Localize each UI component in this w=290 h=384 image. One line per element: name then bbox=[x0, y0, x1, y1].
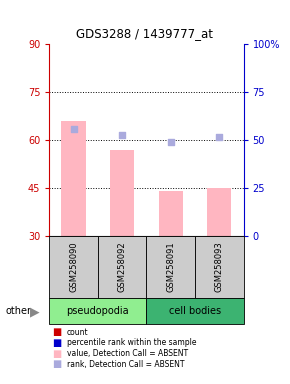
Bar bbox=[49, 236, 98, 298]
Bar bbox=[49, 298, 146, 324]
Text: GSM258092: GSM258092 bbox=[118, 242, 127, 292]
Text: other: other bbox=[6, 306, 32, 316]
Text: cell bodies: cell bodies bbox=[169, 306, 221, 316]
Bar bbox=[61, 121, 86, 236]
Text: ■: ■ bbox=[52, 349, 61, 359]
Text: GSM258093: GSM258093 bbox=[215, 242, 224, 292]
Text: percentile rank within the sample: percentile rank within the sample bbox=[67, 338, 196, 348]
Bar bbox=[110, 150, 134, 236]
Text: ■: ■ bbox=[52, 359, 61, 369]
Bar bbox=[207, 188, 231, 236]
Text: value, Detection Call = ABSENT: value, Detection Call = ABSENT bbox=[67, 349, 188, 358]
Text: GSM258090: GSM258090 bbox=[69, 242, 78, 292]
Point bbox=[120, 132, 124, 138]
Text: GDS3288 / 1439777_at: GDS3288 / 1439777_at bbox=[77, 27, 213, 40]
Bar bbox=[146, 236, 195, 298]
Bar bbox=[195, 236, 244, 298]
Text: ■: ■ bbox=[52, 327, 61, 337]
Bar bbox=[98, 236, 146, 298]
Text: rank, Detection Call = ABSENT: rank, Detection Call = ABSENT bbox=[67, 360, 184, 369]
Point bbox=[217, 134, 222, 140]
Text: GSM258091: GSM258091 bbox=[166, 242, 175, 292]
Text: pseudopodia: pseudopodia bbox=[67, 306, 129, 316]
Point bbox=[168, 139, 173, 145]
Text: ■: ■ bbox=[52, 338, 61, 348]
Bar bbox=[159, 191, 183, 236]
Text: count: count bbox=[67, 328, 88, 337]
Bar bbox=[146, 298, 244, 324]
Point bbox=[71, 126, 76, 132]
Text: ▶: ▶ bbox=[30, 305, 40, 318]
